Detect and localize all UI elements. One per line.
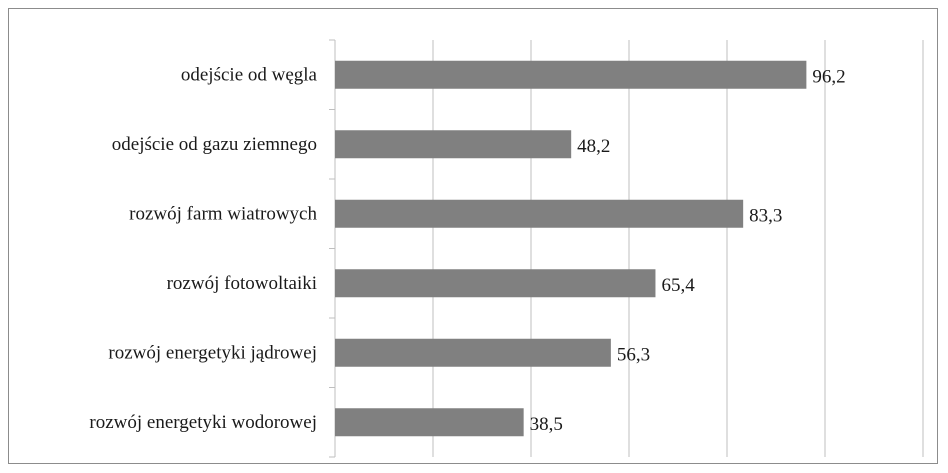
data-label: 65,4 [661,275,695,296]
category-label: odejście od węgla [181,64,318,85]
category-label: rozwój farm wiatrowych [129,203,317,224]
data-label: 48,2 [577,136,610,157]
bar [335,408,524,437]
category-label: odejście od gazu ziemnego [112,134,317,155]
bar [335,338,611,367]
chart-frame: odejście od węgla 96,2 odejście od gazu zi… [8,8,938,464]
bar [335,60,807,89]
category-label: rozwój energetyki wodorowej [89,412,317,433]
labels: odejście od węgla 96,2 odejście od gazu zi… [89,64,845,435]
bar [335,269,656,298]
data-label: 96,2 [812,66,845,87]
bar [335,199,744,228]
data-label: 83,3 [749,205,782,226]
category-label: rozwój energetyki jądrowej [108,342,317,363]
gridlines [432,40,924,457]
data-label: 38,5 [530,414,563,435]
category-axis [329,39,336,458]
bar-chart: odejście od węgla 96,2 odejście od gazu zi… [89,39,924,458]
bars [335,60,807,437]
bar [335,130,572,159]
category-label: rozwój fotowoltaiki [167,273,317,294]
data-label: 56,3 [617,344,650,365]
